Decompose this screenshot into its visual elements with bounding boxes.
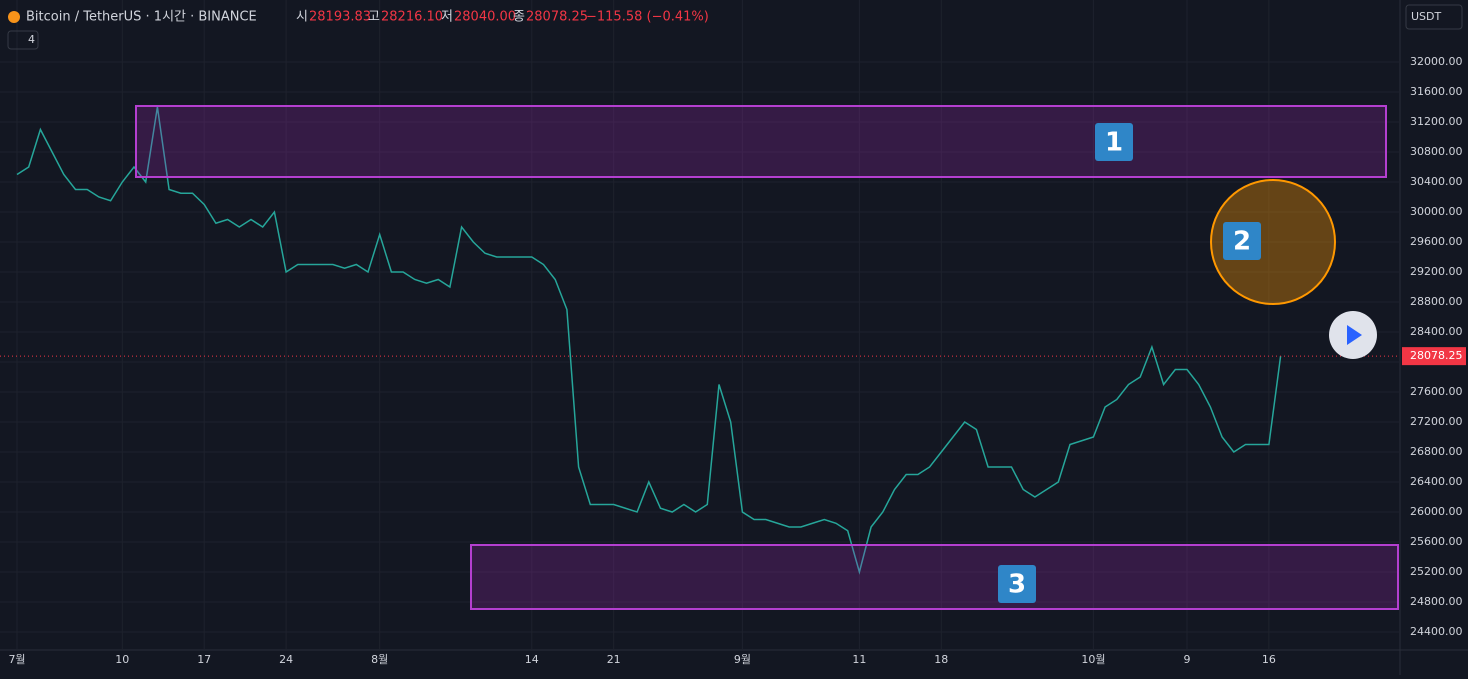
x-tick-label: 21: [607, 653, 621, 666]
price-axis: [1400, 0, 1468, 675]
y-tick-label: 31200.00: [1410, 115, 1463, 128]
y-tick-label: 24400.00: [1410, 625, 1463, 638]
y-tick-label: 26800.00: [1410, 445, 1463, 458]
annotation-badge: [1095, 123, 1133, 161]
annotation-badge: [1223, 222, 1261, 260]
x-tick-label: 18: [934, 653, 948, 666]
annotation-label: 2: [1233, 227, 1251, 257]
ohlc-label: 종: [513, 10, 525, 25]
x-tick-label: 9: [1184, 653, 1191, 666]
x-tick-label: 7월: [8, 653, 25, 666]
x-tick-label: 11: [852, 653, 866, 666]
x-tick-label: 14: [525, 653, 539, 666]
annotation-label: 3: [1008, 570, 1026, 600]
y-tick-label: 32000.00: [1410, 55, 1463, 68]
y-tick-label: 24800.00: [1410, 595, 1463, 608]
x-tick-label: 24: [279, 653, 293, 666]
ohlc-label: 고: [368, 10, 380, 25]
zone-box: [470, 544, 1399, 610]
last-price-label: 28078.25: [1410, 349, 1463, 362]
price-line: [16, 106, 1282, 575]
ohlc-label: 저: [441, 10, 453, 25]
ohlc-value: 28193.83: [309, 10, 371, 25]
x-tick-label: 8월: [371, 653, 388, 666]
y-tick-label: 30000.00: [1410, 205, 1463, 218]
change: −115.58 (−0.41%): [586, 10, 709, 25]
zone-box: [135, 105, 1387, 178]
ohlc-value: 28216.10: [381, 10, 443, 25]
y-tick-label: 29200.00: [1410, 265, 1463, 278]
zone-circle: [1210, 179, 1336, 305]
y-tick-label: 30800.00: [1410, 145, 1463, 158]
y-tick-label: 25600.00: [1410, 535, 1463, 548]
x-tick-label: 16: [1262, 653, 1276, 666]
currency[interactable]: USDT: [1411, 10, 1442, 23]
x-tick-label: 9월: [734, 653, 751, 666]
currency-button[interactable]: [1405, 4, 1463, 30]
annotation-label: 1: [1105, 128, 1123, 158]
x-tick-label: 10: [115, 653, 129, 666]
x-tick-label: 17: [197, 653, 211, 666]
y-tick-label: 29600.00: [1410, 235, 1463, 248]
indicator-count[interactable]: 4: [28, 33, 35, 46]
y-tick-label: 27200.00: [1410, 415, 1463, 428]
coin-icon: [8, 11, 20, 23]
y-tick-label: 26400.00: [1410, 475, 1463, 488]
y-tick-label: 27600.00: [1410, 385, 1463, 398]
y-tick-label: 25200.00: [1410, 565, 1463, 578]
symbol: Bitcoin / TetherUS · 1시간 · BINANCE: [26, 10, 257, 25]
y-tick-label: 28400.00: [1410, 325, 1463, 338]
ohlc-value: 28078.25: [526, 10, 588, 25]
y-tick-label: 30400.00: [1410, 175, 1463, 188]
y-tick-label: 31600.00: [1410, 85, 1463, 98]
play-icon: [1347, 325, 1362, 345]
ohlc-value: 28040.00: [454, 10, 516, 25]
y-tick-label: 28800.00: [1410, 295, 1463, 308]
last-price-tag: [1402, 347, 1466, 366]
ohlc-label: 시: [296, 10, 308, 25]
annotation-badge: [998, 565, 1036, 603]
indicator-toggle[interactable]: [7, 30, 39, 50]
y-tick-label: 26000.00: [1410, 505, 1463, 518]
x-tick-label: 10월: [1081, 653, 1105, 666]
